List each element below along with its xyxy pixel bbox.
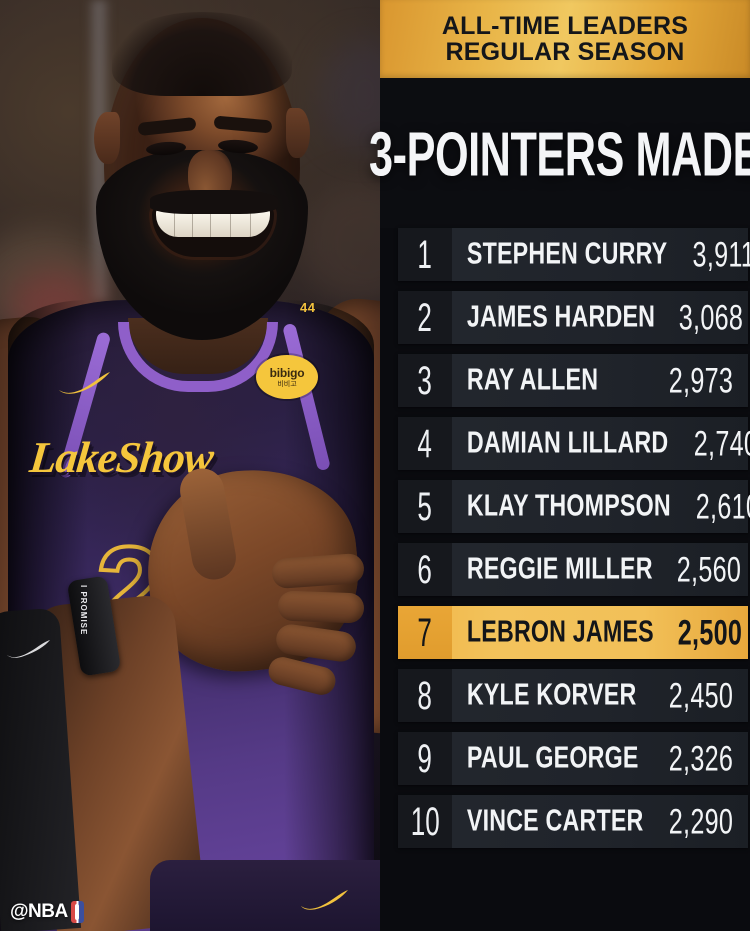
player-name: JAMES HARDEN (466, 299, 656, 334)
nike-swoosh-icon (59, 372, 110, 394)
wristband-label: I PROMISE (79, 585, 88, 636)
stat-value: 2,560 (676, 549, 742, 589)
bibigo-label: bibigo (269, 365, 305, 380)
leaderboard-row[interactable]: 1 STEPHEN CURRY 3,911 (398, 228, 750, 281)
leaderboard-row[interactable]: 4 DAMIAN LILLARD 2,740 (398, 417, 750, 470)
stat-value: 2,740 (693, 423, 750, 463)
player-finger (271, 552, 365, 590)
rank-number: 6 (417, 546, 433, 592)
rank-number: 5 (417, 483, 433, 529)
player-ear-right (286, 108, 310, 158)
leaderboard-row[interactable]: 6 REGGIE MILLER 2,560 (398, 543, 748, 596)
player-finger (277, 590, 365, 624)
player-name: PAUL GEORGE (466, 740, 639, 775)
jersey-patch-44: 44 (300, 300, 316, 315)
leaderboard-row[interactable]: 3 RAY ALLEN 2,973 (398, 354, 748, 407)
bibigo-sponsor-patch: bibigo 비비고 (256, 355, 318, 399)
leaderboard-row-highlighted[interactable]: 7 LEBRON JAMES 2,500 (398, 606, 748, 659)
stat-value: 2,290 (669, 801, 734, 841)
stat-value: 3,911 (692, 234, 750, 274)
stat-value: 2,500 (677, 612, 743, 652)
player-name: LEBRON JAMES (466, 614, 654, 649)
rank-cell: 7 (398, 606, 452, 659)
rank-number: 10 (410, 798, 440, 844)
nba-logo-icon (70, 901, 84, 923)
rank-number: 2 (417, 294, 433, 340)
leaderboard-row[interactable]: 2 JAMES HARDEN 3,068 (398, 291, 748, 344)
rank-number: 7 (417, 609, 433, 655)
nike-swoosh-icon (301, 890, 348, 910)
rank-cell: 3 (398, 354, 452, 407)
rank-cell: 1 (398, 228, 452, 281)
board-title: 3-POINTERS MADE (369, 118, 750, 188)
header-line-1: ALL-TIME LEADERS (441, 12, 689, 40)
player-name: RAY ALLEN (466, 362, 599, 397)
player-photo-panel: 44 bibigo 비비고 LakeShow 23 (0, 0, 380, 931)
rank-number: 4 (417, 420, 433, 466)
stat-value: 2,450 (669, 675, 734, 715)
rank-cell: 2 (398, 291, 452, 344)
stat-value: 2,973 (669, 360, 734, 400)
stat-value: 2,326 (669, 738, 734, 778)
header-line-2: REGULAR SEASON (445, 38, 685, 66)
leaderboard-row[interactable]: 10 VINCE CARTER 2,290 (398, 795, 748, 848)
player-name: VINCE CARTER (466, 803, 644, 838)
player-name: REGGIE MILLER (466, 551, 653, 586)
board-footer (380, 909, 750, 931)
rank-cell: 9 (398, 732, 452, 785)
leaderboard-row[interactable]: 8 KYLE KORVER 2,450 (398, 669, 748, 722)
stat-value: 2,610 (696, 486, 750, 526)
leaderboard-row[interactable]: 5 KLAY THOMPSON 2,610 (398, 480, 750, 533)
player-name: STEPHEN CURRY (466, 236, 668, 271)
player-name: DAMIAN LILLARD (466, 425, 669, 460)
leaderboard-panel: ALL-TIME LEADERS REGULAR SEASON 3-POINTE… (369, 0, 750, 931)
player-ear-left (94, 112, 120, 164)
leaderboard-rows: 1 STEPHEN CURRY 3,911 2 JAMES HARDEN 3,068 3 RA… (380, 228, 750, 909)
rank-cell: 10 (398, 795, 452, 848)
leaderboard-row[interactable]: 9 PAUL GEORGE 2,326 (398, 732, 748, 785)
rank-cell: 4 (398, 417, 452, 470)
rank-number: 8 (417, 672, 433, 718)
bibigo-korean-label: 비비고 (277, 380, 297, 388)
rank-cell: 6 (398, 543, 452, 596)
player-name: KLAY THOMPSON (466, 488, 671, 523)
watermark-handle: @NBA (10, 901, 68, 922)
rank-cell: 8 (398, 669, 452, 722)
rank-cell: 5 (398, 480, 452, 533)
rank-number: 9 (417, 735, 433, 781)
nike-swoosh-icon (7, 640, 50, 658)
player-hairline (112, 12, 292, 96)
player-name: KYLE KORVER (466, 677, 637, 712)
player-mustache (150, 190, 278, 214)
rank-number: 3 (417, 357, 433, 403)
watermark: @NBA (10, 901, 84, 923)
player-figure: 44 bibigo 비비고 LakeShow 23 (0, 12, 380, 931)
rank-number: 1 (417, 231, 433, 277)
board-title-container: 3-POINTERS MADE (369, 78, 750, 228)
stat-value: 3,068 (679, 297, 744, 337)
board-header: ALL-TIME LEADERS REGULAR SEASON (380, 0, 750, 78)
